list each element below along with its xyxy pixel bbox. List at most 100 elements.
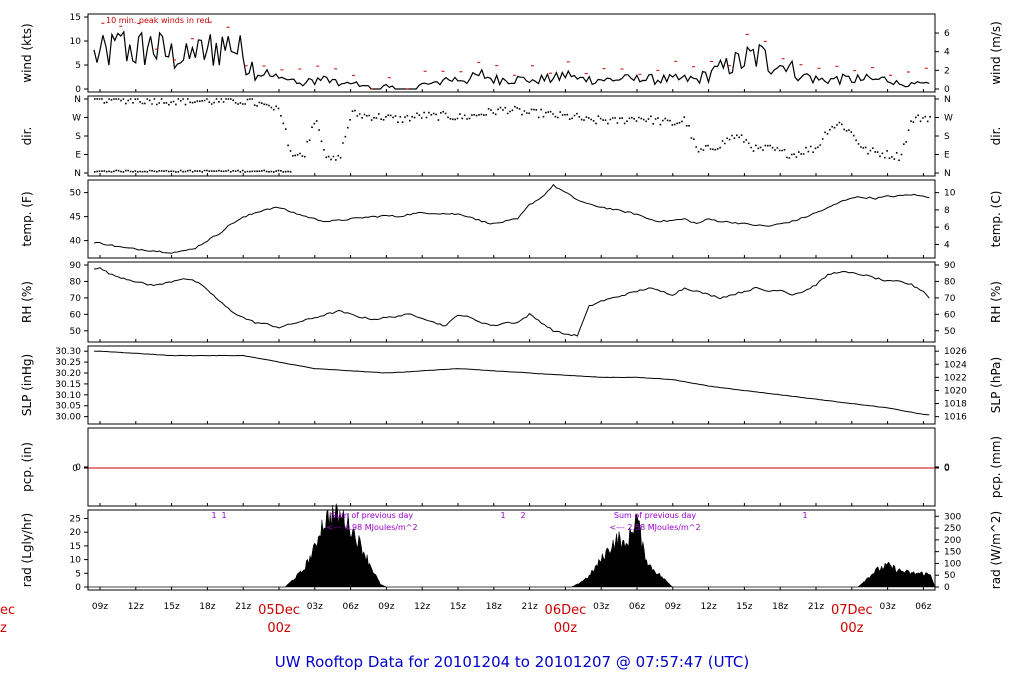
ytick-right-label: 60 xyxy=(944,310,956,320)
x-axis: 09z 12z 15z 18z 21z 03z 06z 09z 12z 15z 18z 21z 03z 0… xyxy=(0,602,932,636)
day-label-time: 00z xyxy=(554,621,578,636)
ytick-left-label: 30.25 xyxy=(55,358,81,368)
ytick-right-label: N xyxy=(944,169,951,179)
ylabel-left-wind: wind (kts) xyxy=(20,23,34,82)
ytick-left-label: 80 xyxy=(70,277,82,287)
x-tick-label: 15z xyxy=(164,602,180,612)
panel-dir: dir. dir.N NE ES SW WN N xyxy=(20,95,1003,179)
panel-frame-rh xyxy=(87,261,936,343)
ylabel-right-temp: temp. (C) xyxy=(989,191,1003,248)
ylabel-right-pcp: pcp. (mm) xyxy=(989,436,1003,498)
rh-series xyxy=(93,267,930,337)
rad-annotation-line2: <--- 2.58 MJoules/m^2 xyxy=(609,523,700,532)
ytick-left-label: 30.20 xyxy=(55,369,81,379)
ytick-right-label: 1022 xyxy=(944,373,967,383)
ytick-right-label: 250 xyxy=(944,524,961,534)
ylabel-left-rad: rad (Lgly/hr) xyxy=(20,513,34,587)
ytick-right-label: 6 xyxy=(944,29,950,39)
ytick-left-label: 10 xyxy=(70,556,82,566)
day-label-date: 05Dec xyxy=(258,603,300,618)
panel-pcp: pcp. (in) pcp. (mm)0 00 0 xyxy=(20,427,1003,507)
x-tick-label: 06z xyxy=(629,602,645,612)
x-tick-label: 15z xyxy=(736,602,752,612)
ytick-left-label: 45 xyxy=(70,213,81,223)
ytick-right-label: 4 xyxy=(944,240,950,250)
day-label-time: 00z xyxy=(840,621,864,636)
ytick-right-label: 300 xyxy=(944,512,961,522)
panel-frame-slp xyxy=(87,345,936,425)
ytick-left-label: 30.05 xyxy=(55,402,81,412)
x-tick-label: 21z xyxy=(522,602,538,612)
day-label-time-edge: z xyxy=(0,621,7,636)
ylabel-left-rh: RH (%) xyxy=(20,281,34,323)
x-tick-label: 12z xyxy=(128,602,144,612)
x-tick-label: 18z xyxy=(772,602,788,612)
ytick-left-label: 15 xyxy=(70,13,81,23)
x-tick-label: 15z xyxy=(450,602,466,612)
ytick-right-label: 0 xyxy=(944,463,950,473)
ytick-right-label: 0 xyxy=(944,464,950,474)
panel-wind: wind (kts) wind (m/s) 0 5 10 15 0 2 4 6 10 min. pe… xyxy=(20,13,1003,95)
ytick-right-label: 4 xyxy=(944,48,950,58)
x-tick-label: 06z xyxy=(343,602,359,612)
rad-day-marker: 1 xyxy=(802,511,807,520)
ytick-right-label: 1016 xyxy=(944,413,967,423)
panel-frame-pcp xyxy=(87,427,936,507)
footer-title: UW Rooftop Data for 20101204 to 20101207… xyxy=(275,653,749,671)
panel-slp: SLP (inHg) SLP (hPa)30.0030.0530.1030.153… xyxy=(20,345,1003,425)
ylabel-right-wind: wind (m/s) xyxy=(989,21,1003,85)
ytick-left-label: 0 xyxy=(72,464,78,474)
rad-day-marker: 2 xyxy=(520,511,525,520)
day-label-time: 00z xyxy=(267,621,291,636)
ytick-right-label: 1020 xyxy=(944,386,967,396)
x-tick-label: 06z xyxy=(915,602,931,612)
ytick-right-label: 200 xyxy=(944,536,961,546)
ytick-left-label: 30.30 xyxy=(55,347,81,357)
day-label-date: 07Dec xyxy=(831,603,873,618)
panel-frame-wind xyxy=(87,13,936,93)
rad-series xyxy=(88,503,936,588)
ytick-left-label: 10 xyxy=(70,37,82,47)
x-tick-label: 21z xyxy=(235,602,251,612)
ytick-right-label: S xyxy=(944,132,950,142)
x-tick-label: 18z xyxy=(199,602,215,612)
x-tick-label: 09z xyxy=(378,602,394,612)
x-tick-label: 09z xyxy=(92,602,108,612)
ytick-left-label: N xyxy=(74,95,81,105)
ytick-left-label: 0 xyxy=(75,463,81,473)
ylabel-right-dir: dir. xyxy=(989,127,1003,146)
ytick-right-label: 8 xyxy=(944,206,950,216)
x-tick-label: 03z xyxy=(593,602,609,612)
ytick-left-label: N xyxy=(74,169,81,179)
ytick-right-label: 2 xyxy=(944,66,950,76)
temp-series xyxy=(93,183,930,254)
ytick-right-label: E xyxy=(944,151,950,161)
slp-series xyxy=(93,350,930,416)
rad-annotation-line2: <--- 4.98 MJoules/m^2 xyxy=(326,523,417,532)
panel-frame-rad xyxy=(87,509,936,591)
ytick-left-label: 15 xyxy=(70,542,81,552)
ytick-right-label: 50 xyxy=(944,571,956,581)
ytick-left-label: 90 xyxy=(70,261,82,271)
ytick-left-label: S xyxy=(75,132,81,142)
ytick-left-label: 30.10 xyxy=(55,391,81,401)
x-tick-label: 12z xyxy=(414,602,430,612)
ylabel-left-temp: temp. (F) xyxy=(20,191,34,246)
wind-series xyxy=(93,30,930,90)
ylabel-left-dir: dir. xyxy=(20,127,34,146)
ytick-right-label: 100 xyxy=(944,559,961,569)
x-tick-label: 21z xyxy=(808,602,824,612)
ytick-left-label: 0 xyxy=(75,583,81,593)
ytick-right-label: 1018 xyxy=(944,400,967,410)
ytick-right-label: 6 xyxy=(944,223,950,233)
ytick-left-label: 50 xyxy=(70,189,82,199)
peak-wind-series xyxy=(101,21,928,90)
x-tick-label: 09z xyxy=(665,602,681,612)
ytick-left-label: W xyxy=(72,114,81,124)
rad-annotation-line1: Sum of previous day xyxy=(614,511,696,520)
ytick-right-label: 70 xyxy=(944,294,956,304)
rad-day-marker: 1 xyxy=(221,511,226,520)
ytick-right-label: 1024 xyxy=(944,360,967,370)
